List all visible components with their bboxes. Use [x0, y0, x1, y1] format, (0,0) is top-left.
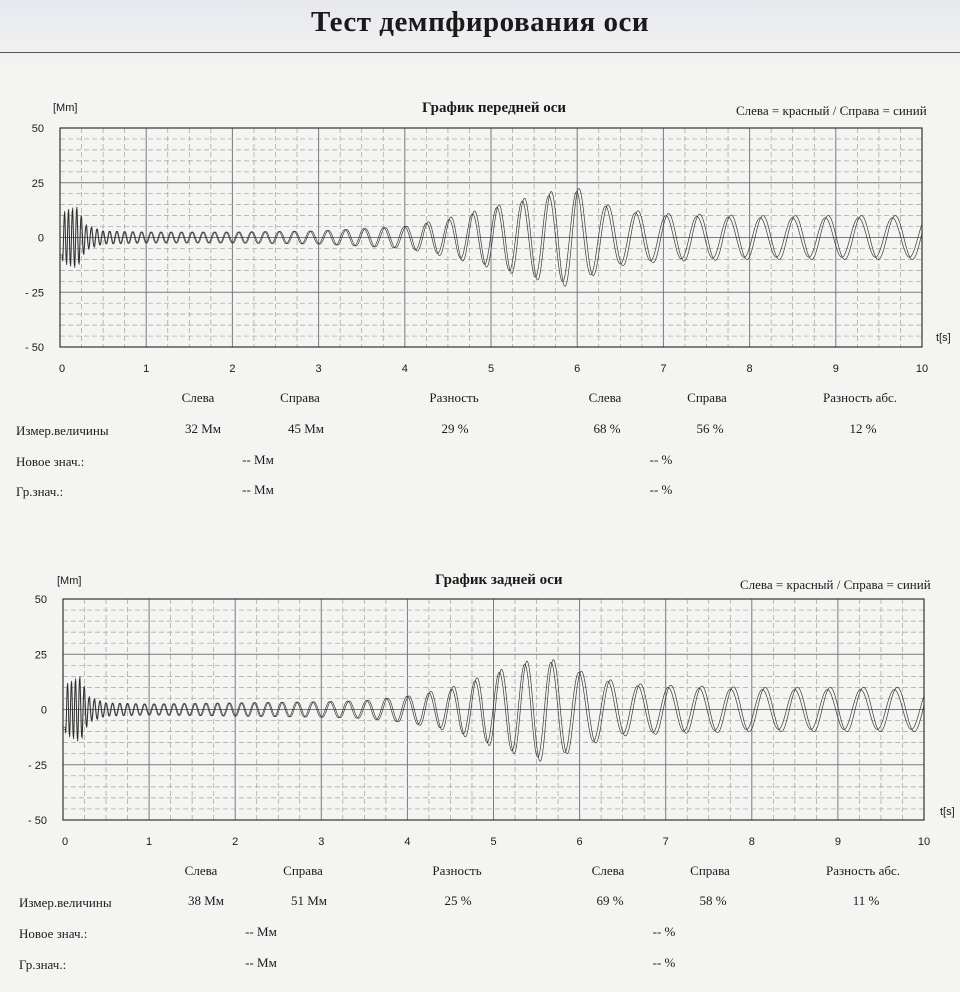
measured-difference-abs: 11 % — [852, 893, 880, 908]
series-left-line — [60, 188, 923, 287]
header-difference: Разность — [429, 390, 479, 405]
series-left-line — [63, 659, 925, 762]
limit-mm: -- Мм — [245, 955, 277, 970]
row-label-measured: Измер.величины — [16, 423, 109, 438]
x-tick-label: 6 — [574, 363, 580, 375]
plot-frame — [59, 127, 923, 348]
legend-note: Слева = красный / Справа = синий — [736, 103, 927, 118]
x-tick-label: 4 — [404, 836, 410, 848]
row-label-measured: Измер.величины — [19, 895, 112, 910]
x-tick-label: 3 — [316, 363, 322, 375]
header-left-pct: Слева — [591, 863, 625, 878]
header-difference: Разность — [432, 863, 482, 878]
measured-right-pct: 56 % — [696, 421, 724, 436]
y-unit-label: [Мm] — [57, 575, 82, 587]
header-left: Слева — [184, 863, 218, 878]
new-value-pct: -- % — [652, 924, 676, 939]
plot-frame — [62, 598, 925, 821]
x-tick-label: 1 — [146, 836, 152, 848]
sheet-header-shade — [0, 0, 960, 70]
x-tick-label: 6 — [577, 836, 583, 848]
x-tick-label: 3 — [318, 836, 324, 848]
x-tick-label: 9 — [833, 363, 839, 375]
front-axle-panel: График передней оси Слева = красный / Сп… — [16, 100, 951, 499]
y-tick-label: 50 — [32, 123, 44, 135]
header-right: Справа — [280, 390, 320, 405]
new-value-mm: -- Мм — [242, 452, 274, 467]
measured-difference: 25 % — [444, 893, 472, 908]
x-tick-label: 2 — [229, 363, 235, 375]
header-difference-abs: Разность абс. — [823, 390, 897, 405]
row-label-new-value: Новое знач.: — [19, 926, 88, 941]
x-tick-label: 10 — [918, 836, 930, 848]
y-tick-label: 50 — [35, 594, 47, 606]
header-difference-abs: Разность абс. — [826, 863, 900, 878]
series-right-line — [63, 662, 925, 758]
rear-axle-chart: 0 1 2 3 4 5 6 7 8 9 10 50 25 0 - 25 - 50 — [28, 594, 930, 848]
limit-mm: -- Мм — [242, 482, 274, 497]
limit-pct: -- % — [649, 482, 673, 497]
limit-pct: -- % — [652, 955, 676, 970]
x-tick-label: 0 — [62, 836, 68, 848]
y-tick-label: - 25 — [25, 287, 44, 299]
series-right-line — [60, 191, 923, 282]
title-rule — [0, 52, 960, 53]
measured-difference: 29 % — [441, 421, 469, 436]
x-tick-label: 2 — [232, 836, 238, 848]
y-tick-label: - 25 — [28, 760, 47, 772]
y-tick-label: - 50 — [25, 342, 44, 354]
row-label-limit: Гр.знач.: — [16, 484, 64, 499]
x-tick-label: 8 — [747, 363, 753, 375]
measured-left-pct: 68 % — [593, 421, 621, 436]
x-tick-label: 0 — [59, 363, 65, 375]
x-tick-label: 5 — [488, 363, 494, 375]
row-label-new-value: Новое знач.: — [16, 454, 85, 469]
header-right-pct: Справа — [687, 390, 727, 405]
x-tick-label: 5 — [490, 836, 496, 848]
y-tick-label: - 50 — [28, 815, 47, 827]
x-tick-label: 7 — [663, 836, 669, 848]
chart-title: График задней оси — [435, 572, 563, 588]
y-tick-label: 25 — [35, 649, 47, 661]
header-right-pct: Справа — [690, 863, 730, 878]
measured-difference-abs: 12 % — [849, 421, 877, 436]
y-unit-label: [Мm] — [53, 102, 78, 114]
measured-left: 32 Мм — [184, 421, 222, 436]
x-tick-label: 9 — [835, 836, 841, 848]
x-unit-label: t[s] — [940, 806, 955, 818]
x-tick-label: 10 — [916, 363, 928, 375]
y-tick-label: 25 — [32, 178, 44, 190]
y-tick-label: 0 — [41, 705, 47, 717]
header-right: Справа — [283, 863, 323, 878]
row-label-limit: Гр.знач.: — [19, 957, 67, 972]
new-value-mm: -- Мм — [245, 924, 277, 939]
x-tick-label: 1 — [143, 363, 149, 375]
page-title: Тест демпфирования оси — [310, 6, 650, 38]
y-tick-label: 0 — [38, 233, 44, 245]
x-tick-label: 4 — [402, 363, 408, 375]
measured-right: 51 Мм — [290, 893, 328, 908]
measured-left-pct: 69 % — [596, 893, 624, 908]
x-unit-label: t[s] — [936, 332, 951, 344]
x-tick-label: 7 — [660, 363, 666, 375]
header-left: Слева — [181, 390, 215, 405]
measured-right: 45 Мм — [287, 421, 325, 436]
legend-note: Слева = красный / Справа = синий — [740, 577, 931, 592]
measured-left: 38 Мм — [187, 893, 225, 908]
new-value-pct: -- % — [649, 452, 673, 467]
header-left-pct: Слева — [588, 390, 622, 405]
x-tick-label: 8 — [749, 836, 755, 848]
chart-title: График передней оси — [422, 100, 567, 116]
measured-right-pct: 58 % — [699, 893, 727, 908]
front-axle-table: Слева Справа Разность Слева Справа Разно… — [16, 390, 897, 499]
front-axle-chart: 0 1 2 3 4 5 6 7 8 9 10 50 25 0 - 25 - 50 — [25, 123, 928, 375]
